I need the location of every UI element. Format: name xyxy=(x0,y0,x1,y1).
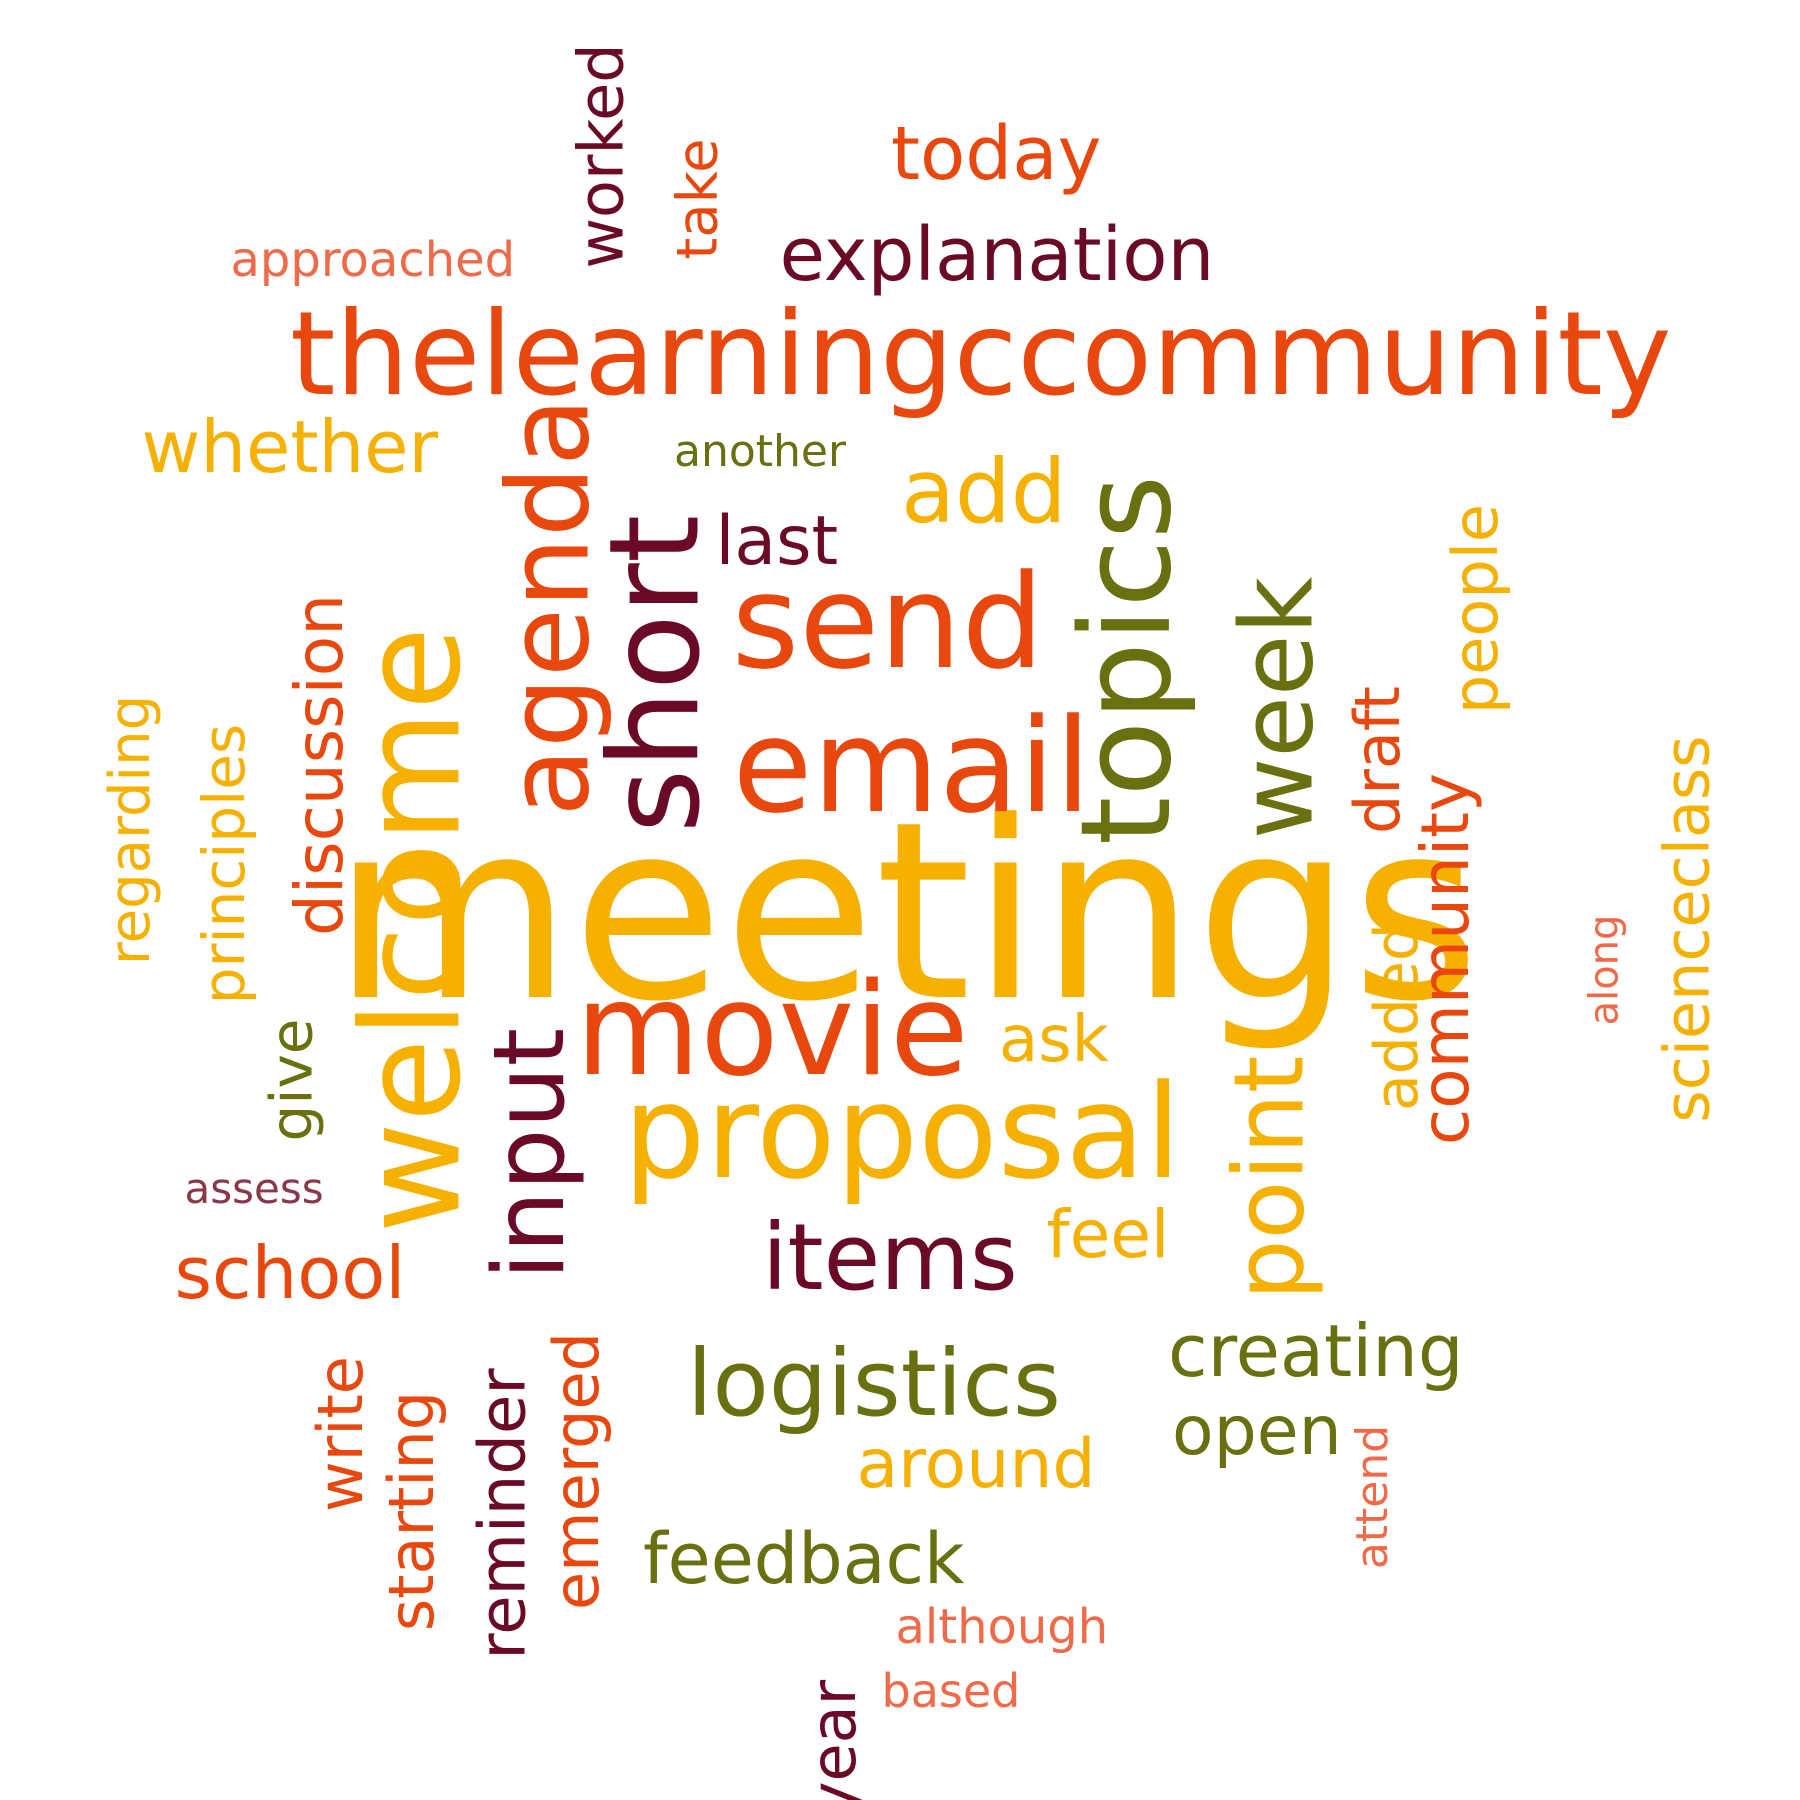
word-feel: feel xyxy=(1046,1196,1170,1273)
word-approached: approached xyxy=(230,232,516,288)
word-another: another xyxy=(674,426,847,477)
word-starting: starting xyxy=(375,1390,449,1632)
word-email: email xyxy=(732,690,1092,842)
word-add: add xyxy=(901,440,1067,543)
word-send: send xyxy=(731,546,1045,698)
word-added: added xyxy=(1361,923,1432,1111)
word-open: open xyxy=(1172,1392,1342,1471)
word-thelearningccommunity: thelearningccommunity xyxy=(290,287,1672,422)
word-worked: worked xyxy=(564,43,638,269)
word-write: write xyxy=(303,1356,377,1512)
word-principles: principles xyxy=(190,723,259,1005)
word-along: along xyxy=(1580,914,1627,1026)
word-meetings: meetings xyxy=(332,770,1480,1056)
word-movie: movie xyxy=(575,956,969,1105)
word-although: although xyxy=(895,1599,1109,1655)
word-feedback: feedback xyxy=(643,1518,965,1600)
word-regarding: regarding xyxy=(98,694,164,966)
word-proposal: proposal xyxy=(623,1056,1182,1208)
word-whether: whether xyxy=(141,405,439,489)
word-today: today xyxy=(891,111,1102,197)
word-based: based xyxy=(881,1664,1021,1718)
word-agenda: agenda xyxy=(484,397,615,817)
word-ask: ask xyxy=(999,1003,1109,1077)
word-point: point xyxy=(1212,1055,1325,1301)
word-attend: attend xyxy=(1347,1424,1399,1570)
word-explanation: explanation xyxy=(779,212,1215,298)
word-creating: creating xyxy=(1168,1309,1464,1393)
word-take: take xyxy=(665,138,731,260)
word-scienceclass: scienceclass xyxy=(1650,735,1724,1123)
word-draft: draft xyxy=(1340,686,1414,834)
word-input: input xyxy=(473,1027,588,1281)
word-items: items xyxy=(762,1204,1018,1311)
word-emerged: emerged xyxy=(539,1332,613,1610)
word-give: give xyxy=(256,1018,325,1142)
word-school: school xyxy=(174,1231,406,1315)
word-people: people xyxy=(1439,503,1513,715)
word-discussion: discussion xyxy=(281,593,359,937)
word-reminder: reminder xyxy=(466,1368,541,1660)
word-welcome: welcome xyxy=(332,626,491,1234)
word-week: week xyxy=(1217,576,1335,840)
word-last: last xyxy=(715,502,839,581)
word-around: around xyxy=(856,1425,1096,1504)
word-assess: assess xyxy=(184,1164,324,1213)
word-year: year xyxy=(797,1679,871,1800)
word-topics: topics xyxy=(1055,474,1200,846)
word-logistics: logistics xyxy=(687,1330,1061,1437)
